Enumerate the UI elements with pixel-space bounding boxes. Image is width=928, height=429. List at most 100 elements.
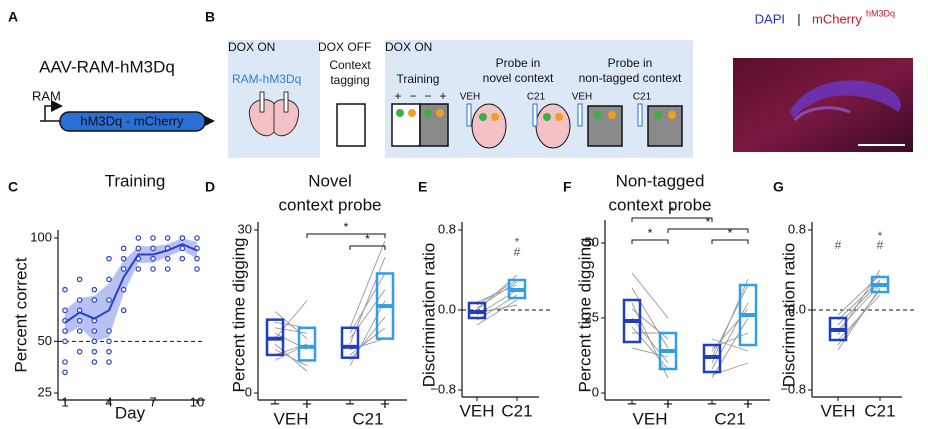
data-point — [164, 266, 171, 272]
paired-line — [631, 272, 669, 319]
data-point — [91, 328, 98, 334]
step-text: RAM-hM3Dq — [232, 72, 301, 86]
panel-label: F — [563, 179, 572, 195]
paired-line — [274, 311, 308, 340]
data-point — [150, 235, 156, 241]
step-background — [228, 40, 320, 158]
data-point — [106, 328, 112, 334]
data-point — [194, 235, 200, 241]
chart-title: context probe — [278, 195, 381, 214]
significance-mark: * — [670, 204, 675, 218]
drug-label: VEH — [572, 92, 593, 103]
x-tick-label: 4 — [105, 394, 112, 409]
drug-label: VEH — [460, 92, 481, 103]
significance-mark: * — [706, 215, 711, 229]
paired-line — [274, 300, 308, 339]
significance-bracket — [306, 233, 386, 238]
data-point — [62, 328, 68, 334]
x-tick-label: 7 — [149, 394, 156, 409]
significance-mark: * — [728, 226, 733, 240]
drug-label: C21 — [527, 92, 546, 103]
y-tick-label: −0.8 — [430, 381, 456, 396]
box — [297, 326, 317, 362]
significance-mark: # — [877, 238, 884, 252]
data-point — [91, 338, 98, 345]
novel-context — [471, 103, 507, 149]
chart-title: context probe — [608, 195, 711, 214]
data-point — [62, 338, 68, 345]
data-point — [62, 286, 68, 293]
y-axis-label: Discrimination ratio — [779, 243, 798, 388]
paired-line — [476, 284, 518, 303]
y-tick-label: 30 — [238, 221, 252, 236]
group-label: VEH — [274, 409, 309, 428]
data-point — [62, 359, 68, 365]
construct-box — [59, 111, 206, 132]
significance-bracket — [631, 217, 713, 222]
mean-line — [64, 243, 198, 324]
training-title: Training — [397, 72, 440, 86]
y-tick-label: 50 — [38, 333, 52, 348]
paired-line — [476, 299, 518, 326]
group-label: C21 — [352, 409, 383, 428]
syringe-icon — [259, 91, 265, 113]
context-box — [391, 103, 421, 147]
dig-bowl — [555, 113, 563, 121]
y-axis-label: Discrimination ratio — [419, 243, 438, 388]
chart-title: Training — [105, 171, 166, 190]
context-box — [419, 103, 449, 147]
data-point — [120, 245, 127, 252]
significance-bracket — [667, 228, 749, 233]
dentate-gyrus — [790, 80, 901, 118]
data-point — [135, 235, 142, 241]
step-header: DOX OFF — [318, 40, 371, 54]
probe-title: Probe in — [496, 56, 541, 70]
x-tick-label: 10 — [190, 394, 204, 409]
data-point — [120, 286, 127, 293]
chart-title: Novel — [308, 171, 351, 190]
panel-label: C — [8, 179, 18, 195]
data-point — [76, 328, 83, 334]
data-point — [62, 307, 68, 314]
probe-title: non-tagged context — [579, 71, 682, 85]
y-tick-label: 0.0 — [438, 301, 456, 316]
syringe-icon — [532, 103, 538, 127]
data-point — [76, 317, 83, 324]
data-point — [91, 359, 98, 365]
paired-line — [837, 274, 881, 316]
syringe-icon — [466, 103, 472, 127]
y-tick-label: 0.8 — [438, 221, 456, 236]
x-tick-label: − — [627, 394, 637, 413]
x-tick-label: − — [707, 394, 717, 413]
step-header: DOX ON — [228, 40, 275, 54]
data-point — [179, 245, 186, 252]
data-point — [120, 255, 127, 262]
paired-line — [349, 240, 386, 328]
step-text: Context — [329, 58, 371, 72]
error-band — [65, 238, 197, 342]
data-point — [106, 255, 112, 262]
data-point — [106, 359, 112, 365]
data-point — [106, 297, 112, 303]
data-point — [164, 255, 171, 262]
stain-label: mCherry — [812, 11, 862, 26]
context-box — [336, 103, 366, 147]
promoter-arrow — [44, 100, 63, 121]
y-tick-label: 0 — [592, 384, 599, 399]
y-tick-label: 0 — [245, 384, 252, 399]
y-axis-label: Percent time digging — [575, 238, 594, 393]
y-tick-label: 25 — [38, 384, 52, 399]
syringe-icon — [637, 103, 643, 127]
context-box — [647, 105, 683, 147]
dig-bowl — [491, 113, 499, 121]
paired-line — [349, 316, 386, 361]
data-point — [120, 266, 127, 272]
stain-label: DAPI — [755, 11, 785, 26]
x-tick-label: + — [380, 394, 390, 413]
paired-line — [274, 349, 308, 367]
panel-label: A — [8, 9, 18, 25]
x-tick-label: 1 — [61, 394, 68, 409]
significance-mark: * — [878, 229, 883, 243]
paired-line — [711, 317, 749, 379]
